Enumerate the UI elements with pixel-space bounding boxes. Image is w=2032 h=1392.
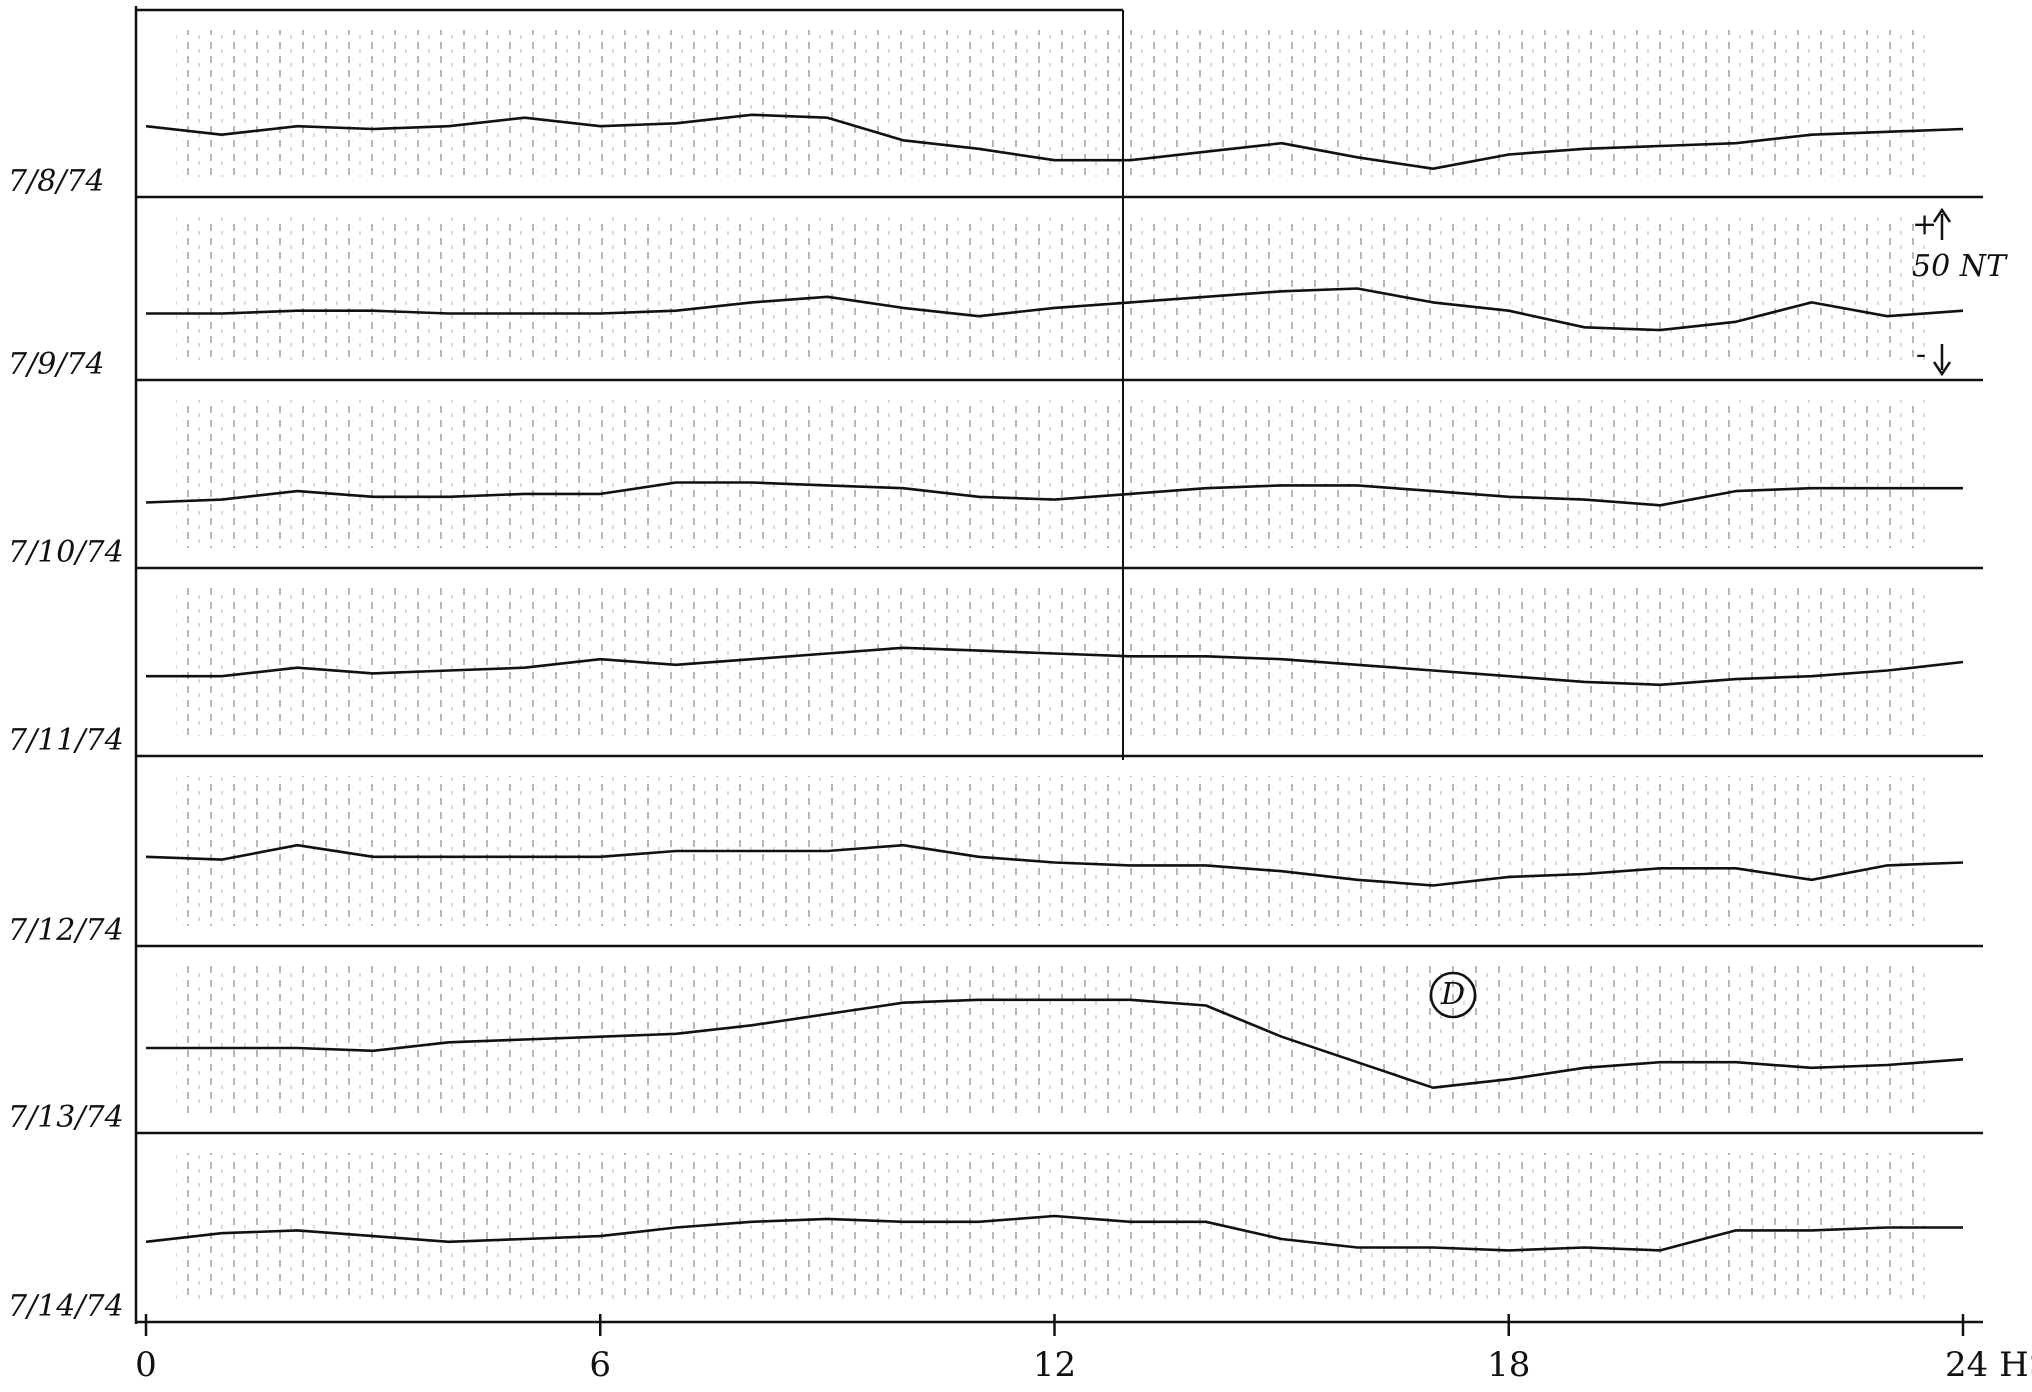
time-marks (176, 30, 1933, 177)
date-label: 7/12/74 (8, 913, 124, 948)
time-marks (176, 217, 1933, 360)
x-tick-label: 0 (135, 1345, 157, 1385)
scale-label: 50 NT (1912, 249, 2008, 284)
time-marks (176, 776, 1933, 926)
date-label: 7/14/74 (8, 1289, 124, 1324)
time-marks (176, 400, 1933, 548)
page: {"chart_data": {"type": "line", "x": [0,… (0, 0, 2032, 1388)
x-tick-label: 18 (1487, 1345, 1530, 1385)
date-label: 7/11/74 (8, 723, 124, 758)
annotation-text: D (1440, 977, 1465, 1012)
x-tick-label: 6 (589, 1345, 611, 1385)
date-label: 7/8/74 (8, 164, 105, 199)
scale-plus: + (1912, 207, 1937, 242)
date-label: 7/13/74 (8, 1100, 124, 1135)
scale-minus: - (1916, 337, 1926, 372)
chart: 7/8/74 7/9/74 7/10/74 7/11/74 7/12/74 7/13/74… (0, 0, 2032, 1388)
date-label: 7/9/74 (8, 347, 105, 382)
time-marks (176, 588, 1933, 736)
x-tick-label: 12 (1033, 1345, 1076, 1385)
time-marks (176, 1153, 1933, 1302)
panels: 7/8/74 7/9/74 7/10/74 7/11/74 7/12/74 7/13/74… (8, 30, 2032, 1385)
date-label: 7/10/74 (8, 535, 124, 570)
time-marks (176, 966, 1933, 1113)
x-tick-label: 24 HST (1945, 1345, 2032, 1385)
